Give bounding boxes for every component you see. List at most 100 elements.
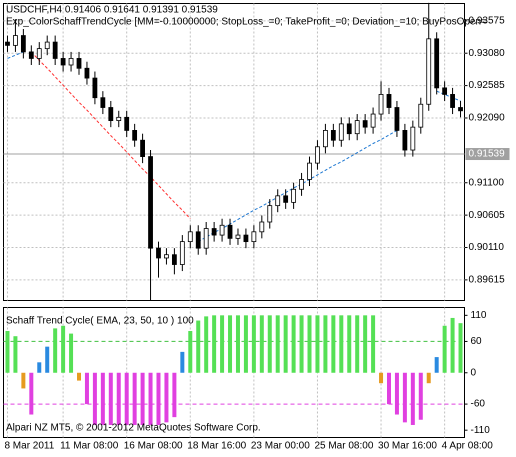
histogram-bar bbox=[434, 357, 439, 373]
candle-body bbox=[267, 205, 273, 223]
candle-body bbox=[5, 41, 10, 46]
histogram-bar bbox=[355, 315, 360, 373]
candle-body bbox=[323, 130, 328, 148]
histogram-bar bbox=[196, 320, 201, 373]
histogram-bar bbox=[61, 325, 66, 373]
histogram-bar bbox=[291, 315, 296, 373]
histogram-bar bbox=[204, 316, 209, 373]
histogram-bar bbox=[275, 315, 280, 373]
histogram-bar bbox=[402, 372, 407, 423]
candle-body bbox=[442, 87, 448, 95]
x-tick-label: 30 Mar 16:00 bbox=[378, 441, 437, 452]
histogram-bar bbox=[243, 315, 248, 373]
y-tick-label: -110 bbox=[471, 425, 491, 436]
candle-body bbox=[124, 116, 130, 131]
x-tick-label: 8 Mar 2011 bbox=[4, 441, 54, 452]
histogram-bar bbox=[259, 315, 264, 373]
histogram-bar bbox=[188, 330, 193, 373]
candle-body bbox=[362, 120, 368, 128]
histogram-bar bbox=[116, 372, 121, 425]
y-tick-label: 0.92090 bbox=[469, 113, 506, 124]
histogram-bar bbox=[77, 372, 82, 381]
current-price-box bbox=[465, 148, 510, 161]
candle-body bbox=[84, 67, 90, 79]
candle-body bbox=[275, 195, 281, 207]
histogram-bar bbox=[235, 315, 240, 373]
histogram-bar bbox=[251, 315, 256, 373]
y-tick-label: 0.93575 bbox=[469, 15, 506, 26]
histogram-bar bbox=[307, 315, 312, 373]
y-tick-label: 0.91100 bbox=[469, 177, 505, 188]
candle-body bbox=[370, 113, 376, 128]
candle-body bbox=[402, 130, 408, 151]
current-price-label: 0.91539 bbox=[469, 149, 506, 160]
candle-body bbox=[132, 130, 138, 141]
histogram-bar bbox=[212, 315, 217, 373]
trend-line bbox=[30, 51, 191, 220]
histogram-bar bbox=[363, 315, 368, 373]
histogram-bar bbox=[299, 315, 304, 373]
candle-body bbox=[378, 94, 384, 115]
candle-body bbox=[36, 48, 42, 59]
x-tick-label: 4 Apr 08:00 bbox=[442, 441, 494, 452]
candle-body bbox=[100, 97, 106, 108]
histogram-bar bbox=[164, 372, 169, 423]
y-tick-label: -60 bbox=[471, 399, 486, 410]
histogram-bar bbox=[84, 372, 89, 405]
histogram-bar bbox=[45, 346, 50, 373]
price-panel bbox=[3, 3, 465, 301]
histogram-bar bbox=[283, 315, 288, 373]
histogram-bar bbox=[21, 372, 26, 389]
candle-body bbox=[92, 77, 98, 99]
footer: Alpari NZ MT5, © 2001-2012 MetaQuotes So… bbox=[6, 423, 261, 434]
histogram-bar bbox=[458, 323, 463, 373]
candle-body bbox=[307, 162, 312, 180]
histogram-bar bbox=[323, 315, 328, 373]
candle-body bbox=[179, 241, 185, 265]
histogram-bar bbox=[100, 372, 105, 425]
y-tick-label: 110 bbox=[471, 310, 487, 321]
histogram-bar bbox=[53, 328, 58, 373]
candle-body bbox=[227, 224, 233, 239]
candle-body bbox=[426, 38, 432, 105]
candle-body bbox=[187, 231, 193, 243]
candle-body bbox=[338, 123, 344, 141]
candle-body bbox=[148, 156, 153, 249]
histogram-bar bbox=[228, 315, 233, 373]
histogram-bar bbox=[37, 362, 42, 373]
histogram-bar bbox=[267, 315, 272, 373]
histogram-bar bbox=[5, 330, 10, 373]
candle-body bbox=[211, 228, 217, 236]
histogram-bar bbox=[108, 372, 113, 425]
y-tick-label: 0.92585 bbox=[469, 80, 506, 91]
y-tick-label: 0 bbox=[471, 367, 477, 378]
y-tick-label: 0.90110 bbox=[469, 242, 505, 253]
candle-body bbox=[235, 234, 241, 239]
candle-body bbox=[386, 94, 392, 108]
plot-layer bbox=[3, 2, 468, 438]
candle-body bbox=[259, 221, 265, 233]
candle-body bbox=[171, 254, 177, 265]
candle-body bbox=[156, 247, 161, 259]
candle-body bbox=[410, 126, 416, 151]
candle-body bbox=[28, 51, 34, 59]
histogram-bar bbox=[410, 372, 415, 425]
chart-title: USDCHF,H4 0.91406 0.91641 0.91391 0.9153… bbox=[6, 5, 218, 16]
histogram-bar bbox=[92, 372, 97, 425]
histogram-bar bbox=[394, 372, 399, 415]
candle-body bbox=[44, 41, 50, 50]
histogram-bar bbox=[220, 315, 225, 373]
histogram-bar bbox=[418, 372, 423, 420]
y-tick-label: 0.93080 bbox=[469, 48, 506, 59]
candle-body bbox=[52, 41, 58, 59]
x-tick-label: 23 Mar 00:00 bbox=[251, 441, 310, 452]
candle-body bbox=[203, 228, 209, 249]
candle-body bbox=[20, 35, 26, 53]
histogram-bar bbox=[379, 372, 384, 384]
candle-body bbox=[108, 107, 114, 121]
candle-body bbox=[291, 188, 297, 203]
candle-body bbox=[116, 116, 122, 121]
histogram-bar bbox=[13, 336, 18, 373]
candle-body bbox=[346, 123, 352, 135]
